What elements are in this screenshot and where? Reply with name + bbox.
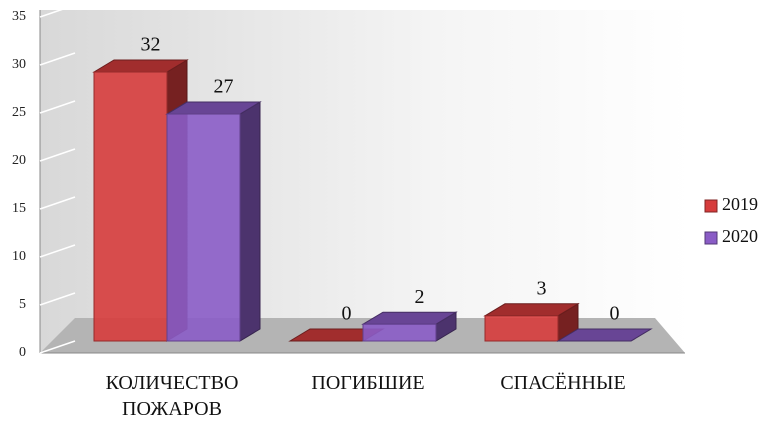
- y-tick-label: 25: [12, 105, 26, 120]
- bar: [165, 101, 262, 342]
- bar-face: [239, 101, 261, 342]
- legend-swatch: [704, 231, 718, 245]
- bar-face: [362, 323, 437, 342]
- legend-label: 2020: [722, 226, 758, 246]
- grid-line: [39, 52, 76, 66]
- y-tick-label: 10: [12, 249, 26, 264]
- grid-line: [39, 100, 76, 114]
- x-tick-label: КОЛИЧЕСТВО ПОЖАРОВ: [105, 372, 239, 420]
- y-tick-label: 0: [19, 345, 26, 360]
- bar: [361, 311, 458, 342]
- bar-face: [556, 328, 653, 342]
- grid-line: [39, 196, 76, 210]
- bar-face: [93, 71, 168, 342]
- grid-line: [39, 340, 76, 354]
- value-label: 32: [141, 34, 161, 56]
- grid-line: [39, 244, 76, 258]
- x-tick-label: ПОГИБШИЕ: [311, 372, 425, 394]
- y-tick-label: 15: [12, 201, 26, 216]
- grid-line: [39, 148, 76, 162]
- bar: [556, 328, 653, 342]
- value-label: 0: [610, 303, 620, 325]
- x-tick-label: СПАСЁННЫЕ: [500, 372, 626, 394]
- y-tick-label: 5: [19, 297, 26, 312]
- y-tick-label: 20: [12, 153, 26, 168]
- value-label: 2: [415, 286, 425, 308]
- legend-swatch: [704, 199, 718, 213]
- grid-line: [39, 4, 76, 18]
- legend-label: 2019: [722, 194, 758, 214]
- value-label: 27: [214, 76, 234, 98]
- value-label: 0: [342, 303, 352, 325]
- value-label: 3: [537, 277, 547, 299]
- grid-line: [39, 292, 76, 306]
- bar: [483, 302, 580, 342]
- y-tick-label: 30: [12, 57, 26, 72]
- bar-face: [166, 113, 241, 342]
- y-tick-label: 35: [12, 9, 26, 24]
- bar-face: [484, 315, 559, 342]
